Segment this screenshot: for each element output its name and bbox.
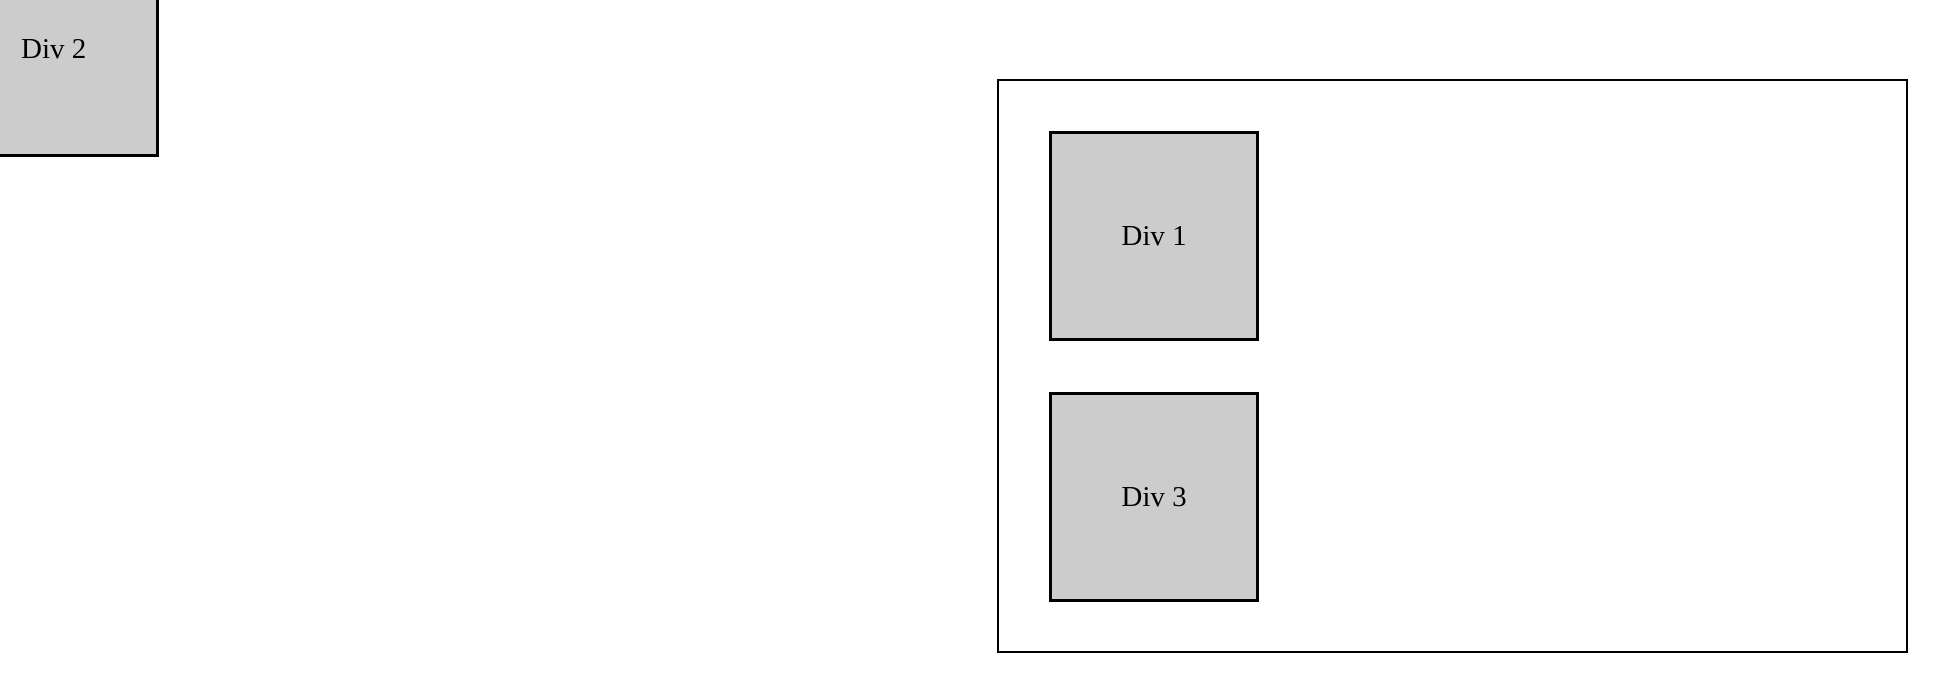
div-1-box: Div 1 bbox=[1049, 131, 1259, 341]
div-3-label: Div 3 bbox=[1121, 480, 1187, 513]
div-2-label: Div 2 bbox=[21, 33, 87, 65]
div-2-box: Div 2 bbox=[0, 0, 159, 157]
div-1-label: Div 1 bbox=[1121, 219, 1187, 252]
div-3-box: Div 3 bbox=[1049, 392, 1259, 602]
outer-container: Div 1 Div 3 bbox=[997, 79, 1908, 653]
